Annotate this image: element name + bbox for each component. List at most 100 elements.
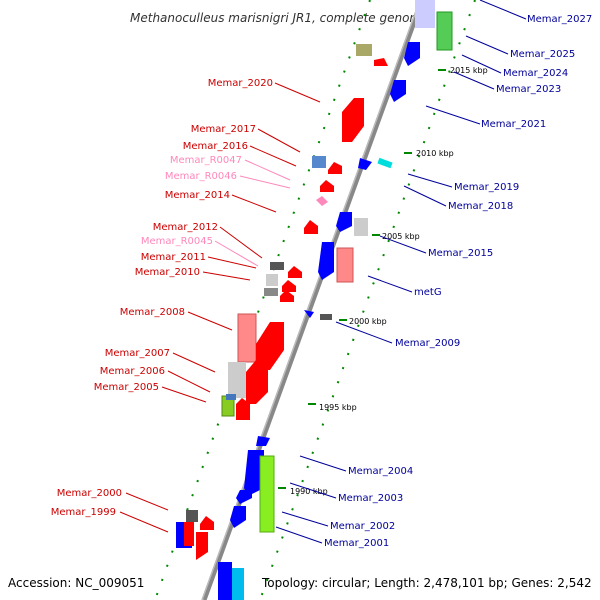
gene-label[interactable]: Memar_2011 <box>141 252 206 263</box>
gene-label[interactable]: Memar_2006 <box>100 366 165 377</box>
gene-arrow[interactable] <box>320 180 334 192</box>
leader-line <box>379 235 427 254</box>
gene-label[interactable]: Memar_2016 <box>183 141 248 152</box>
leader-line <box>172 352 216 373</box>
gene-arrow[interactable] <box>282 280 296 292</box>
gene-label[interactable]: Memar_R0046 <box>165 171 237 182</box>
gene-arrow[interactable] <box>336 212 352 232</box>
leader-line <box>281 511 329 527</box>
scale-label-2005: 2005 kbp <box>382 232 420 241</box>
leader-line <box>125 492 169 511</box>
gene-arrow[interactable] <box>374 58 388 66</box>
right-label-leaders <box>275 0 527 544</box>
gene-box[interactable] <box>228 362 246 398</box>
leader-line <box>231 194 277 213</box>
gene-label[interactable]: Memar_1999 <box>51 507 116 518</box>
gene-label[interactable]: Memar_R0047 <box>170 155 242 166</box>
gene-label[interactable]: Memar_2000 <box>57 488 122 499</box>
leader-line <box>479 0 527 20</box>
gene-label[interactable]: Memar_2008 <box>120 307 185 318</box>
gene-box[interactable] <box>354 218 368 236</box>
gene-box[interactable] <box>436 11 453 51</box>
gene-label[interactable]: Memar_2018 <box>448 201 513 212</box>
gene-label[interactable]: Memar_2009 <box>395 338 460 349</box>
topology-text: Topology: circular; Length: 2,478,101 bp… <box>261 576 592 590</box>
gene-label[interactable]: Memar_2017 <box>191 124 256 135</box>
gene-box[interactable] <box>186 510 198 522</box>
gene-box[interactable] <box>415 0 435 28</box>
gene-label[interactable]: metG <box>414 287 442 298</box>
gene-arrow[interactable] <box>236 398 250 420</box>
gene-arrow[interactable] <box>246 360 268 404</box>
gene-arrow[interactable] <box>218 562 232 600</box>
gene-label[interactable]: Memar_2015 <box>428 248 493 259</box>
gene-label[interactable]: Memar_2007 <box>105 348 170 359</box>
leader-line <box>367 275 413 293</box>
gene-label[interactable]: Memar_2010 <box>135 267 200 278</box>
gene-arrow[interactable] <box>280 290 294 302</box>
leader-line <box>465 35 509 55</box>
rna-gene[interactable] <box>316 196 328 206</box>
gene-arrow[interactable] <box>288 266 302 278</box>
gene-box[interactable] <box>184 522 194 546</box>
gene-arrow[interactable] <box>404 42 420 66</box>
gene-box[interactable] <box>226 394 236 400</box>
left-labels: Memar_2020 Memar_2017 Memar_2016 Memar_R… <box>51 78 273 518</box>
gene-arrow[interactable] <box>236 490 252 504</box>
gene-box[interactable] <box>270 262 284 270</box>
leader-line <box>257 128 301 153</box>
gene-arrow[interactable] <box>244 450 264 496</box>
gene-label[interactable]: Memar_2014 <box>165 190 230 201</box>
gene-box[interactable] <box>264 288 278 296</box>
accession-text: Accession: NC_009051 <box>8 576 144 590</box>
leader-line <box>187 311 233 331</box>
gene-label[interactable]: Memar_2020 <box>208 78 273 89</box>
leader-line <box>425 105 481 125</box>
gene-label[interactable]: Memar_2002 <box>330 521 395 532</box>
gene-arrow[interactable] <box>342 98 364 142</box>
gene-arrow[interactable] <box>304 310 314 318</box>
gene-arrow[interactable] <box>390 80 406 102</box>
gene-box[interactable] <box>232 568 244 600</box>
gene-arrow[interactable] <box>256 322 284 370</box>
scale-label-2000: 2000 kbp <box>349 317 387 326</box>
leader-line <box>335 321 393 344</box>
gene-box[interactable] <box>336 247 354 283</box>
right-labels: Memar_2027 Memar_2025 Memar_2024 Memar_2… <box>324 14 592 549</box>
gene-label[interactable]: Memar_2019 <box>454 182 519 193</box>
gene-label[interactable]: Memar_R0045 <box>141 236 213 247</box>
gene-box[interactable] <box>377 157 393 169</box>
gene-box[interactable] <box>312 156 326 168</box>
gene-arrow[interactable] <box>328 162 342 174</box>
scale-label-2010: 2010 kbp <box>416 149 454 158</box>
leader-line <box>167 370 211 393</box>
gene-box[interactable] <box>320 314 332 320</box>
gene-box[interactable] <box>266 274 278 286</box>
gene-arrow[interactable] <box>256 436 270 446</box>
gene-label[interactable]: Memar_2001 <box>324 538 389 549</box>
gene-arrow[interactable] <box>318 242 334 280</box>
gene-arrow[interactable] <box>304 220 318 234</box>
gene-label[interactable]: Memar_2005 <box>94 382 159 393</box>
reverse-strand-genes <box>218 0 453 600</box>
gene-label[interactable]: Memar_2024 <box>503 68 568 79</box>
right-dotted-track <box>259 0 476 600</box>
left-label-leaders <box>119 82 321 533</box>
leader-line <box>299 455 347 472</box>
gene-arrow[interactable] <box>358 158 372 170</box>
gene-label[interactable]: Memar_2025 <box>510 49 575 60</box>
gene-arrow[interactable] <box>196 532 208 560</box>
gene-box[interactable] <box>259 455 275 533</box>
gene-label[interactable]: Memar_2012 <box>153 222 218 233</box>
gene-label[interactable]: Memar_2003 <box>338 493 403 504</box>
gene-arrow[interactable] <box>230 506 246 528</box>
gene-arrow[interactable] <box>200 516 214 530</box>
gene-box[interactable] <box>356 44 372 56</box>
leader-line <box>239 175 291 189</box>
gene-box[interactable] <box>237 313 257 363</box>
leader-line <box>274 82 321 103</box>
gene-label[interactable]: Memar_2023 <box>496 84 561 95</box>
gene-label[interactable]: Memar_2027 <box>527 14 592 25</box>
gene-label[interactable]: Memar_2021 <box>481 119 546 130</box>
gene-label[interactable]: Memar_2004 <box>348 466 413 477</box>
